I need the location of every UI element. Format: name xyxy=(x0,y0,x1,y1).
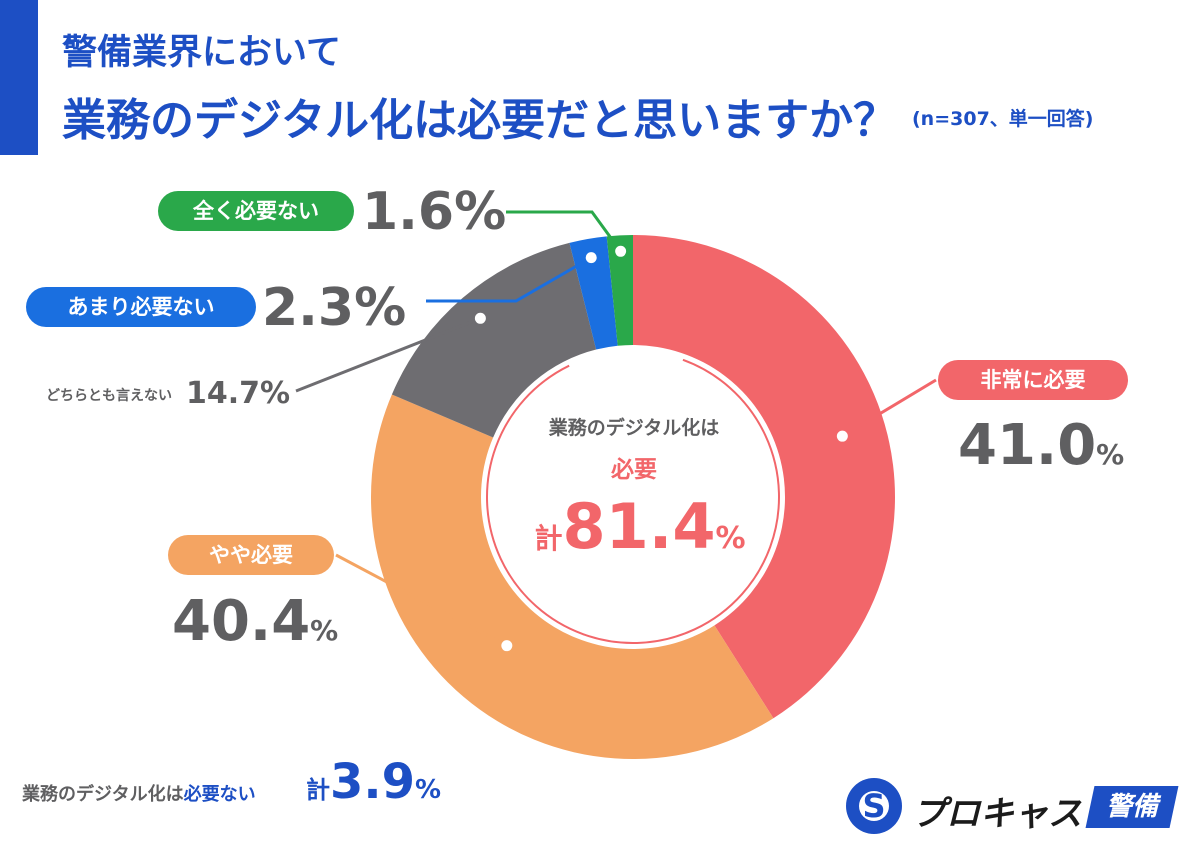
leader-dot-somewhat xyxy=(498,637,516,655)
pct-very: 41.0% xyxy=(958,413,1125,478)
slice-not-at-all xyxy=(606,235,633,346)
header-accent-bar xyxy=(0,0,38,155)
leader-dot-not-at-all xyxy=(612,242,630,260)
pct-neutral: 14.7% xyxy=(186,376,291,411)
center-caption-highlight: 必要 xyxy=(611,457,657,483)
leader-very xyxy=(841,378,937,438)
center-ring xyxy=(486,350,780,644)
pct-not-at-all: 1.6% xyxy=(362,182,507,242)
chart-title-line1: 警備業界において xyxy=(62,33,341,73)
chart-title-line2: 業務のデジタル化は必要だと思いますか？ xyxy=(62,95,898,146)
leader-lines xyxy=(295,210,937,655)
leader-dot-neutral xyxy=(471,309,489,327)
label-not-much: あまり必要ない xyxy=(26,287,256,327)
leader-somewhat xyxy=(335,553,508,648)
leader-dot-very xyxy=(833,427,851,445)
slice-very xyxy=(633,235,896,719)
donut-slices xyxy=(371,235,896,759)
brand-logo: S プロキャス 警備 xyxy=(846,778,1179,834)
label-not-at-all: 全く必要ない xyxy=(158,191,354,231)
bottom-caption: 業務のデジタル化は必要ない xyxy=(22,784,256,805)
label-neutral: どちらとも言えない xyxy=(46,388,172,404)
slice-somewhat xyxy=(371,394,774,759)
label-very: 非常に必要 xyxy=(938,360,1128,400)
pct-not-much: 2.3% xyxy=(262,278,407,338)
leader-not-much xyxy=(426,256,592,303)
label-somewhat: やや必要 xyxy=(168,535,334,575)
center-caption: 業務のデジタル化は xyxy=(548,417,720,439)
bottom-total: 計3.9% xyxy=(306,754,442,810)
center-total: 計81.4% xyxy=(534,490,746,563)
logo-mark-icon xyxy=(846,778,902,834)
logo-s-glyph: S xyxy=(862,787,886,825)
sample-note: (n=307、単一回答) xyxy=(912,108,1094,130)
leader-neutral xyxy=(295,316,481,393)
logo-badge-text: 警備 xyxy=(1105,792,1158,822)
logo-wordmark: プロキャス xyxy=(912,794,1082,834)
pct-somewhat: 40.4% xyxy=(172,589,339,654)
slice-neutral xyxy=(391,242,597,438)
leader-dot-not-much xyxy=(582,249,600,267)
leader-not-at-all xyxy=(506,210,622,253)
